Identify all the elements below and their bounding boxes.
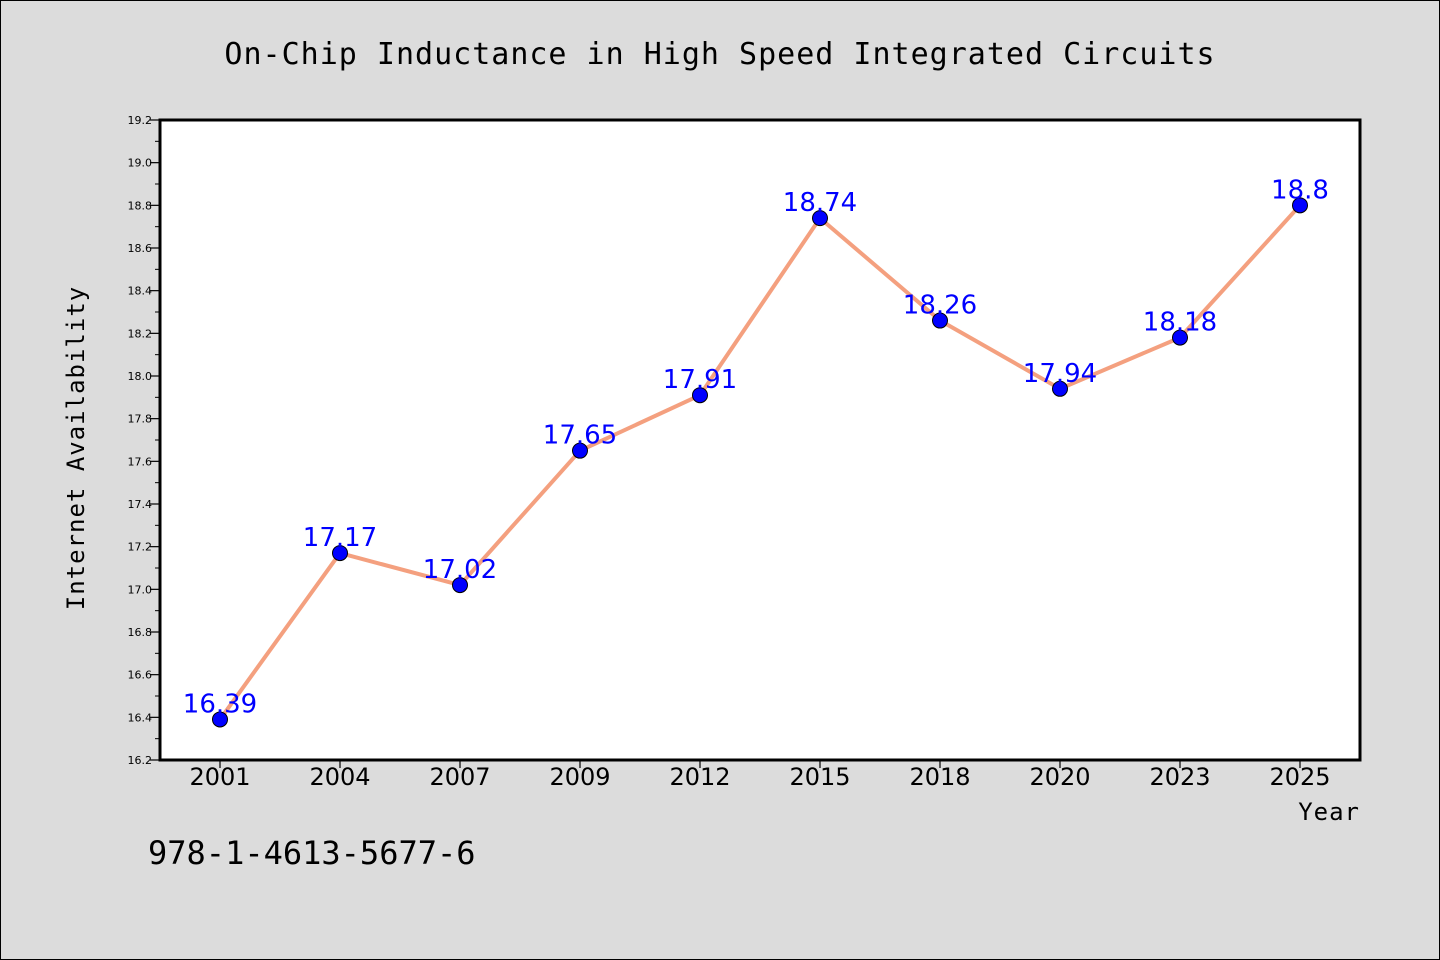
series-line-group <box>218 203 1302 722</box>
data-point <box>212 711 228 728</box>
y-tick-label: 16.2 <box>128 754 153 767</box>
data-point <box>572 442 588 459</box>
series-line <box>218 203 1302 722</box>
y-tick-label: 19.2 <box>128 114 153 127</box>
x-axis-ticks: 2001 2004 2007 2009 2012 2015 2018 2020 2023 2025 <box>189 760 1331 791</box>
y-tick-label: 16.8 <box>128 626 153 639</box>
plot-area <box>158 118 1362 762</box>
x-axis-title: Year <box>1298 798 1360 826</box>
data-point <box>452 577 468 594</box>
data-label: 18.18 <box>1143 308 1217 338</box>
y-axis-title: Internet Availability <box>62 286 90 610</box>
x-tick-label: 2007 <box>429 763 490 791</box>
y-tick-label: 17.0 <box>128 583 153 596</box>
series-markers <box>212 197 1308 728</box>
x-tick-label: 2025 <box>1269 763 1330 791</box>
data-point <box>332 545 348 562</box>
y-tick-label: 16.4 <box>128 711 153 724</box>
data-label: 17.94 <box>1023 359 1097 389</box>
footer-isbn: 978-1-4613-5677-6 <box>148 834 476 872</box>
y-tick-label: 19.0 <box>128 157 153 170</box>
x-tick-label: 2004 <box>309 763 370 791</box>
x-tick-label: 2001 <box>189 763 250 791</box>
x-tick-label: 2015 <box>789 763 850 791</box>
x-tick-label: 2023 <box>1149 763 1210 791</box>
y-tick-label: 18.0 <box>128 370 153 383</box>
x-tick-label: 2012 <box>669 763 730 791</box>
data-label: 18.74 <box>783 188 857 218</box>
data-point <box>812 210 828 227</box>
data-point <box>1052 380 1068 397</box>
y-tick-label: 17.4 <box>128 498 153 511</box>
y-tick-label: 17.2 <box>128 541 153 554</box>
y-tick-label: 18.2 <box>128 327 153 340</box>
y-tick-label: 18.8 <box>128 199 153 212</box>
data-point <box>692 387 708 404</box>
data-labels: 16.39 17.17 17.02 17.65 17.91 18.74 18.26 17.94… <box>183 175 1329 719</box>
data-label: 18.26 <box>903 291 977 321</box>
x-tick-label: 2018 <box>909 763 970 791</box>
data-label: 16.39 <box>183 689 257 719</box>
data-label: 17.65 <box>543 421 617 451</box>
chart-title: On-Chip Inductance in High Speed Integra… <box>224 37 1215 72</box>
data-point <box>1292 197 1308 214</box>
y-tick-label: 17.6 <box>128 455 153 468</box>
data-label: 17.17 <box>303 523 377 553</box>
data-point <box>932 312 948 329</box>
y-axis-ticks: 16.2 16.4 16.6 16.8 17.0 17.2 17.4 17.6 17.8 18.0… <box>128 114 160 767</box>
data-label: 17.91 <box>663 365 737 395</box>
data-point <box>1172 329 1188 346</box>
x-tick-label: 2020 <box>1029 763 1090 791</box>
y-tick-label: 17.8 <box>128 413 153 426</box>
y-tick-label: 16.6 <box>128 669 153 682</box>
x-tick-label: 2009 <box>549 763 610 791</box>
y-tick-label: 18.4 <box>128 285 153 298</box>
data-label: 17.02 <box>423 555 497 585</box>
data-label: 18.8 <box>1271 175 1329 205</box>
y-tick-label: 18.6 <box>128 242 153 255</box>
